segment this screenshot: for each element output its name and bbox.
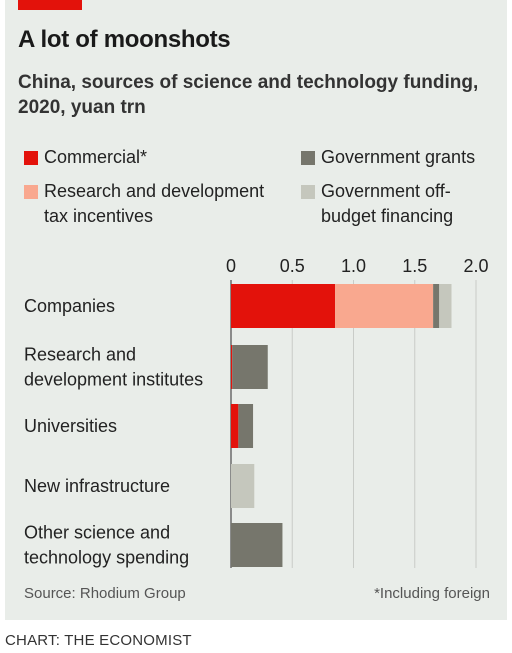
legend-swatch-commercial xyxy=(24,151,38,165)
bar-segment xyxy=(433,284,440,328)
legend-label-gov-grants: Government grants xyxy=(321,147,476,167)
bars xyxy=(231,284,452,567)
chart-title: A lot of moonshots xyxy=(18,26,231,53)
category-label: New infrastructure xyxy=(24,476,170,496)
legend-swatch-gov-grants xyxy=(301,151,315,165)
legend-swatch-rd-tax xyxy=(24,185,38,199)
source-note: Source: Rhodium Group xyxy=(24,585,186,602)
category-label: Companies xyxy=(24,296,115,316)
bar-segment xyxy=(238,404,254,448)
bar-segment xyxy=(439,284,452,328)
x-tick-label: 1.5 xyxy=(402,256,427,276)
category-label: Other science and technology spending xyxy=(24,523,189,568)
legend-swatch-gov-offbudget xyxy=(301,185,315,199)
legend-label-gov-offbudget: Government off-budget financing xyxy=(321,181,454,226)
x-tick-labels: 0 0.5 1.0 1.5 2.0 xyxy=(226,256,489,276)
bar-segment xyxy=(231,523,283,567)
bar-segment xyxy=(231,345,233,389)
footnote: *Including foreign xyxy=(374,585,490,602)
category-label: Universities xyxy=(24,416,117,436)
brand-red-bar xyxy=(18,0,82,10)
x-tick-label: 1.0 xyxy=(341,256,366,276)
x-tick-label: 2.0 xyxy=(463,256,488,276)
bar-chart: 0 0.5 1.0 1.5 2.0 Companies Research and devel… xyxy=(24,256,489,568)
bar-segment xyxy=(231,464,255,508)
chart-credit: CHART: THE ECONOMIST xyxy=(5,632,192,649)
category-labels: Companies Research and development institu… xyxy=(24,296,203,568)
x-tick-label: 0 xyxy=(226,256,236,276)
bar-segment xyxy=(231,404,239,448)
bar-segment xyxy=(232,345,268,389)
legend-label-rd-tax: Research and development tax incentives xyxy=(44,181,265,226)
bar-segment xyxy=(231,284,336,328)
category-label: Research and development institutes xyxy=(24,345,203,390)
x-tick-label: 0.5 xyxy=(280,256,305,276)
bar-segment xyxy=(335,284,434,328)
legend-label-commercial: Commercial* xyxy=(44,147,148,167)
chart-subtitle: China, sources of science and technology… xyxy=(18,72,479,118)
